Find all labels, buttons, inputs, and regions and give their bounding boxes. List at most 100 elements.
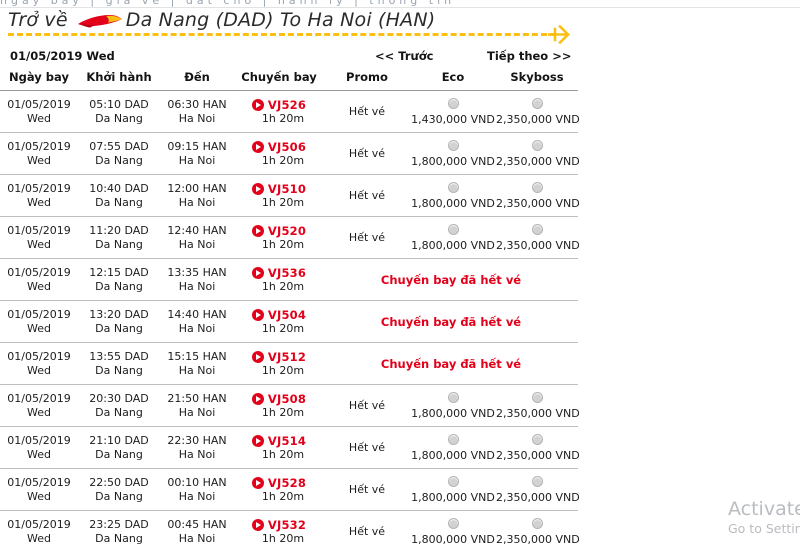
cell-departure-primary: 20:30 DAD [89,391,149,405]
skyboss-fare-radio[interactable] [531,517,543,529]
skyboss-fare-radio[interactable] [531,181,543,193]
cell-flight-number[interactable]: VJ536 1h 20m [234,258,324,301]
column-header-eco: Eco [410,70,496,91]
skyboss-fare-radio[interactable] [531,97,543,109]
table-row: 01/05/2019 Wed 07:55 DAD Da Nang 09:15 HAN Ha… [0,132,580,175]
flight-number-label[interactable]: VJ512 [267,349,307,364]
watermark-subtitle: Go to Settings to activate Windows. [728,521,800,536]
flight-number-label[interactable]: VJ536 [267,265,307,280]
cell-flight-number[interactable]: VJ506 1h 20m [234,132,324,175]
flight-duration-label: 1h 20m [261,447,305,461]
cell-departure-secondary: Da Nang [95,321,143,335]
flight-number-label[interactable]: VJ528 [267,475,307,490]
arrow-right-circle-icon[interactable] [251,182,264,195]
flight-number-label[interactable]: VJ532 [267,517,307,532]
flight-duration-label: 1h 20m [261,405,305,419]
flight-number-label[interactable]: VJ506 [267,139,307,154]
cell-skyboss-fare[interactable]: 2,350,000 VND [496,132,580,175]
eco-fare-radio[interactable] [447,181,459,193]
flight-number-label[interactable]: VJ526 [267,97,307,112]
arrow-right-circle-icon[interactable] [251,266,264,279]
skyboss-fare-radio[interactable] [531,391,543,403]
cell-eco-fare[interactable]: 1,800,000 VND [410,216,496,259]
cell-eco-fare[interactable]: 1,800,000 VND [410,384,496,427]
next-day-link[interactable]: Tiếp theo >> [487,49,572,63]
cell-flight-number[interactable]: VJ504 1h 20m [234,300,324,343]
arrow-right-circle-icon[interactable] [251,308,264,321]
cell-departure-secondary: Da Nang [95,489,143,503]
cell-departure-primary: 12:15 DAD [89,265,149,279]
cell-eco-fare[interactable]: 1,800,000 VND [410,468,496,511]
cell-flight-date-primary: 01/05/2019 [7,475,71,489]
cell-flight-number[interactable]: VJ512 1h 20m [234,342,324,385]
arrow-right-circle-icon[interactable] [251,140,264,153]
eco-fare-radio[interactable] [447,433,459,445]
cell-departure: 07:55 DAD Da Nang [78,132,160,175]
cell-eco-fare[interactable]: 1,800,000 VND [410,426,496,469]
eco-fare-radio[interactable] [447,475,459,487]
cell-flight-number[interactable]: VJ528 1h 20m [234,468,324,511]
eco-fare-radio[interactable] [447,139,459,151]
cell-eco-fare[interactable]: 1,800,000 VND [410,132,496,175]
windows-activation-watermark: Activate Windows Go to Settings to activ… [728,497,800,537]
table-row: 01/05/2019 Wed 11:20 DAD Da Nang 12:40 HAN Ha… [0,216,580,259]
eco-fare-radio[interactable] [447,97,459,109]
promo-status-label: Hết vé [348,483,386,496]
skyboss-fare-radio[interactable] [531,223,543,235]
cell-skyboss-fare[interactable]: 2,350,000 VND [496,216,580,259]
cell-arrival: 12:00 HAN Ha Noi [160,174,234,217]
cell-skyboss-fare[interactable]: 2,350,000 VND [496,468,580,511]
eco-fare-radio[interactable] [447,517,459,529]
route-header: Trở về Da Nang (DAD) To Ha Noi (HAN) [8,8,592,32]
cell-departure-secondary: Da Nang [95,237,143,251]
arrow-right-circle-icon[interactable] [251,98,264,111]
cell-eco-fare[interactable]: 1,800,000 VND [410,174,496,217]
cell-flight-number[interactable]: VJ510 1h 20m [234,174,324,217]
cell-flight-date: 01/05/2019 Wed [0,90,78,133]
cell-skyboss-fare[interactable]: 2,350,000 VND [496,384,580,427]
flight-duration-label: 1h 20m [261,279,305,293]
flight-number-label[interactable]: VJ514 [267,433,307,448]
cell-flight-date-secondary: Wed [27,363,51,377]
eco-fare-radio[interactable] [447,223,459,235]
cell-skyboss-fare[interactable]: 2,350,000 VND [496,174,580,217]
previous-day-link[interactable]: << Trước [375,49,434,63]
flight-number-label[interactable]: VJ510 [267,181,307,196]
arrow-right-circle-icon[interactable] [251,434,264,447]
cell-promo: Hết vé [324,468,410,511]
flight-number-row: VJ512 [234,350,324,364]
skyboss-fare-price: 2,350,000 VND [496,196,580,210]
flight-number-row: VJ526 [234,98,324,112]
arrow-right-circle-icon[interactable] [251,392,264,405]
airplane-logo-icon [76,11,124,28]
cell-eco-fare[interactable]: 1,800,000 VND [410,511,496,553]
skyboss-fare-radio[interactable] [531,475,543,487]
eco-fare-radio[interactable] [447,391,459,403]
cell-skyboss-fare[interactable]: 2,350,000 VND [496,426,580,469]
arrow-right-circle-icon[interactable] [251,518,264,531]
eco-fare-price: 1,800,000 VND [411,448,495,462]
cell-flight-number[interactable]: VJ508 1h 20m [234,384,324,427]
table-row: 01/05/2019 Wed 13:20 DAD Da Nang 14:40 HAN Ha… [0,300,578,343]
skyboss-fare-radio[interactable] [531,139,543,151]
cell-flight-number[interactable]: VJ526 1h 20m [234,90,324,133]
cell-flight-number[interactable]: VJ514 1h 20m [234,426,324,469]
arrow-right-circle-icon[interactable] [251,476,264,489]
cell-skyboss-fare[interactable]: 2,350,000 VND [496,90,580,133]
flight-number-label[interactable]: VJ504 [267,307,307,322]
cell-flight-number[interactable]: VJ520 1h 20m [234,216,324,259]
column-header-departure: Khởi hành [78,70,160,91]
skyboss-fare-radio[interactable] [531,433,543,445]
cell-skyboss-fare[interactable]: 2,350,000 VND [496,511,580,553]
flight-date-label: 01/05/2019 Wed [10,49,115,63]
cell-flight-date: 01/05/2019 Wed [0,384,78,427]
arrow-right-circle-icon[interactable] [251,224,264,237]
cell-arrival: 00:10 HAN Ha Noi [160,468,234,511]
flight-number-label[interactable]: VJ508 [267,391,307,406]
flight-number-label[interactable]: VJ520 [267,223,307,238]
cell-flight-number[interactable]: VJ532 1h 20m [234,511,324,553]
column-header-arrival: Đến [160,70,234,91]
cell-eco-fare[interactable]: 1,430,000 VND [410,90,496,133]
airplane-icon [547,24,570,45]
arrow-right-circle-icon[interactable] [251,350,264,363]
